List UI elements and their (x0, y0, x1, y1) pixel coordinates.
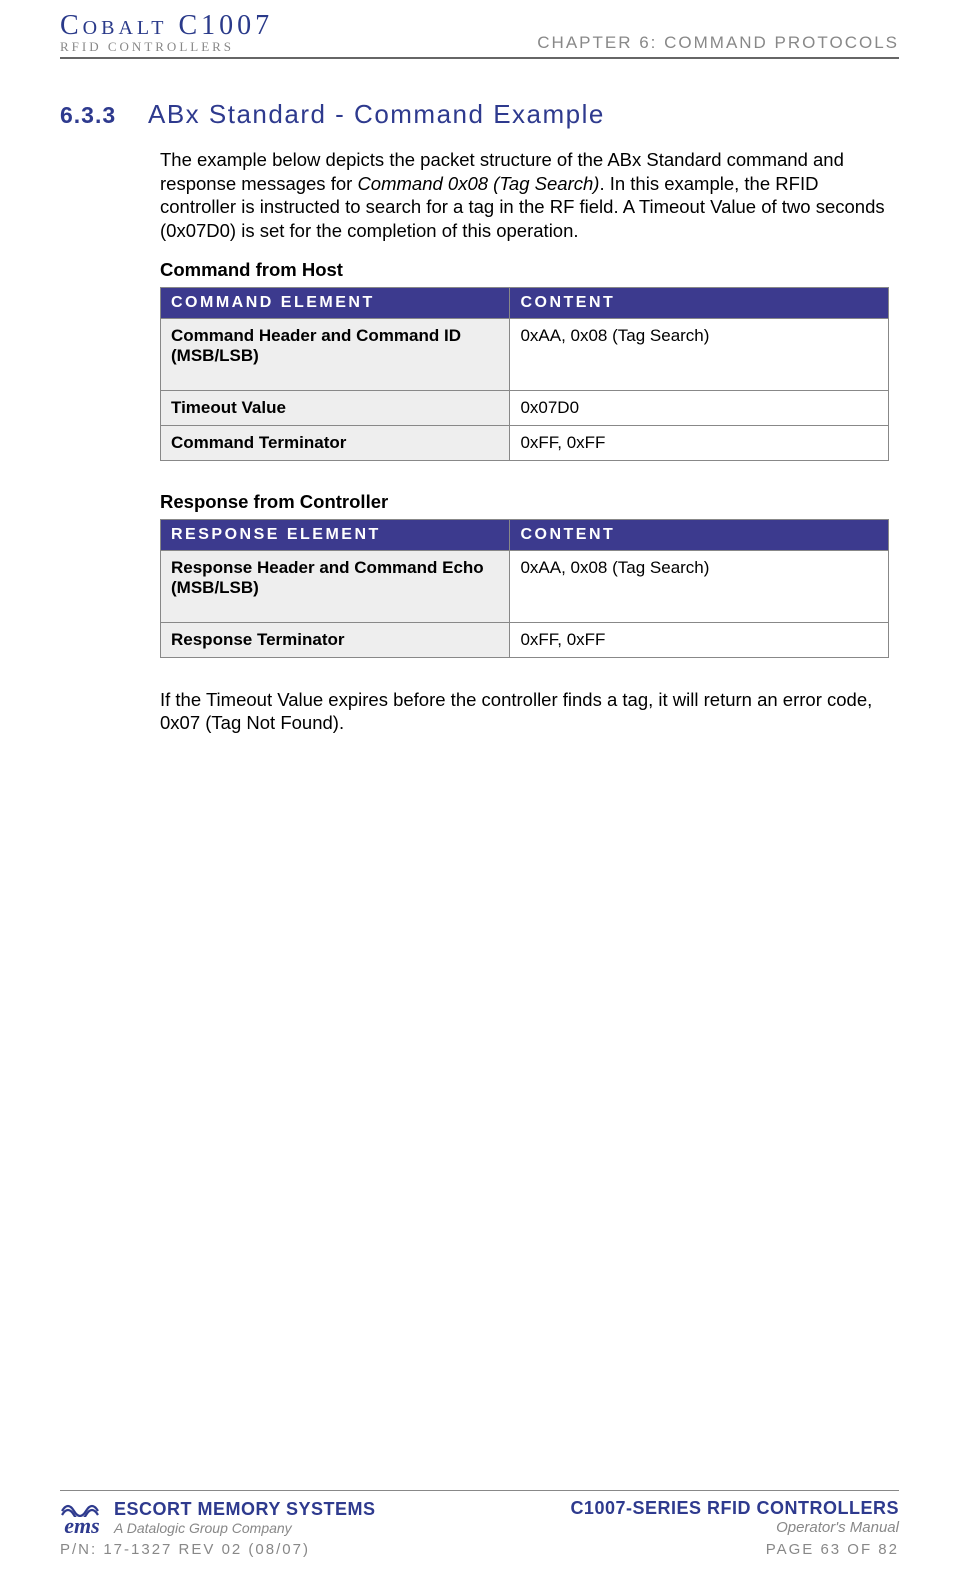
table1-head-left: COMMAND ELEMENT (161, 287, 510, 318)
intro-cmd-italic: Command 0x08 (Tag Search) (357, 173, 599, 194)
footnote-post: ). (333, 712, 344, 733)
table-row: Response Header and Command Echo (MSB/LS… (161, 550, 889, 622)
table-row: Command Header and Command ID (MSB/LSB) … (161, 318, 889, 390)
table1-caption: Command from Host (160, 259, 889, 281)
table2-r1-value: 0xFF, 0xFF (510, 622, 889, 657)
table2-head-left: RESPONSE ELEMENT (161, 519, 510, 550)
chapter-label: CHAPTER 6: COMMAND PROTOCOLS (537, 33, 899, 53)
ems-logo: ems (60, 1497, 104, 1537)
header-bar: Cobalt C1007 RFID CONTROLLERS CHAPTER 6:… (60, 12, 899, 59)
footer-container: ems ESCORT MEMORY SYSTEMS A Datalogic Gr… (0, 1490, 959, 1578)
footnote-italic: 0x07 (Tag Not Found (160, 712, 333, 733)
footer-main-row: ems ESCORT MEMORY SYSTEMS A Datalogic Gr… (60, 1497, 899, 1537)
footer-pn: P/N: 17-1327 REV 02 (08/07) (60, 1541, 310, 1558)
footnote-paragraph: If the Timeout Value expires before the … (160, 688, 889, 735)
table2-r1-label: Response Terminator (161, 622, 510, 657)
footer-company-l1: ESCORT MEMORY SYSTEMS (114, 1499, 376, 1520)
brand-logo: Cobalt C1007 RFID CONTROLLERS (60, 12, 273, 53)
table2-r0-value: 0xAA, 0x08 (Tag Search) (510, 550, 889, 622)
table-row: Command Terminator 0xFF, 0xFF (161, 425, 889, 460)
footer-page-number: PAGE 63 OF 82 (766, 1541, 899, 1558)
footer-right-l2: Operator's Manual (570, 1519, 899, 1536)
table1-r0-value: 0xAA, 0x08 (Tag Search) (510, 318, 889, 390)
section-heading: 6.3.3 ABx Standard - Command Example (60, 99, 899, 130)
intro-paragraph: The example below depicts the packet str… (160, 148, 889, 243)
content-area: The example below depicts the packet str… (60, 148, 899, 735)
section-number: 6.3.3 (60, 102, 148, 129)
brand-line2: RFID CONTROLLERS (60, 40, 273, 53)
footer-right-l1: C1007-SERIES RFID CONTROLLERS (570, 1498, 899, 1519)
table-row: Timeout Value 0x07D0 (161, 390, 889, 425)
footer-left: ems ESCORT MEMORY SYSTEMS A Datalogic Gr… (60, 1497, 376, 1537)
footer-bottom-row: P/N: 17-1327 REV 02 (08/07) PAGE 63 OF 8… (60, 1541, 899, 1558)
table1-r2-value: 0xFF, 0xFF (510, 425, 889, 460)
table2-r0-label: Response Header and Command Echo (MSB/LS… (161, 550, 510, 622)
table2-caption: Response from Controller (160, 491, 889, 513)
footer-company-l2: A Datalogic Group Company (114, 1520, 376, 1536)
table1-head-right: CONTENT (510, 287, 889, 318)
response-table: RESPONSE ELEMENT CONTENT Response Header… (160, 519, 889, 658)
table1-r1-label: Timeout Value (161, 390, 510, 425)
table1-r1-value: 0x07D0 (510, 390, 889, 425)
page-footer: ems ESCORT MEMORY SYSTEMS A Datalogic Gr… (60, 1490, 899, 1558)
table-row: Response Terminator 0xFF, 0xFF (161, 622, 889, 657)
table2-head-right: CONTENT (510, 519, 889, 550)
command-table: COMMAND ELEMENT CONTENT Command Header a… (160, 287, 889, 461)
table1-r0-label: Command Header and Command ID (MSB/LSB) (161, 318, 510, 390)
footer-right: C1007-SERIES RFID CONTROLLERS Operator's… (570, 1498, 899, 1536)
table1-r2-label: Command Terminator (161, 425, 510, 460)
section-title: ABx Standard - Command Example (148, 99, 605, 130)
page-container: Cobalt C1007 RFID CONTROLLERS CHAPTER 6:… (0, 0, 959, 1450)
ems-text: ems (64, 1515, 99, 1537)
brand-line1: Cobalt C1007 (60, 12, 273, 40)
footnote-pre: If the Timeout Value expires before the … (160, 689, 872, 710)
